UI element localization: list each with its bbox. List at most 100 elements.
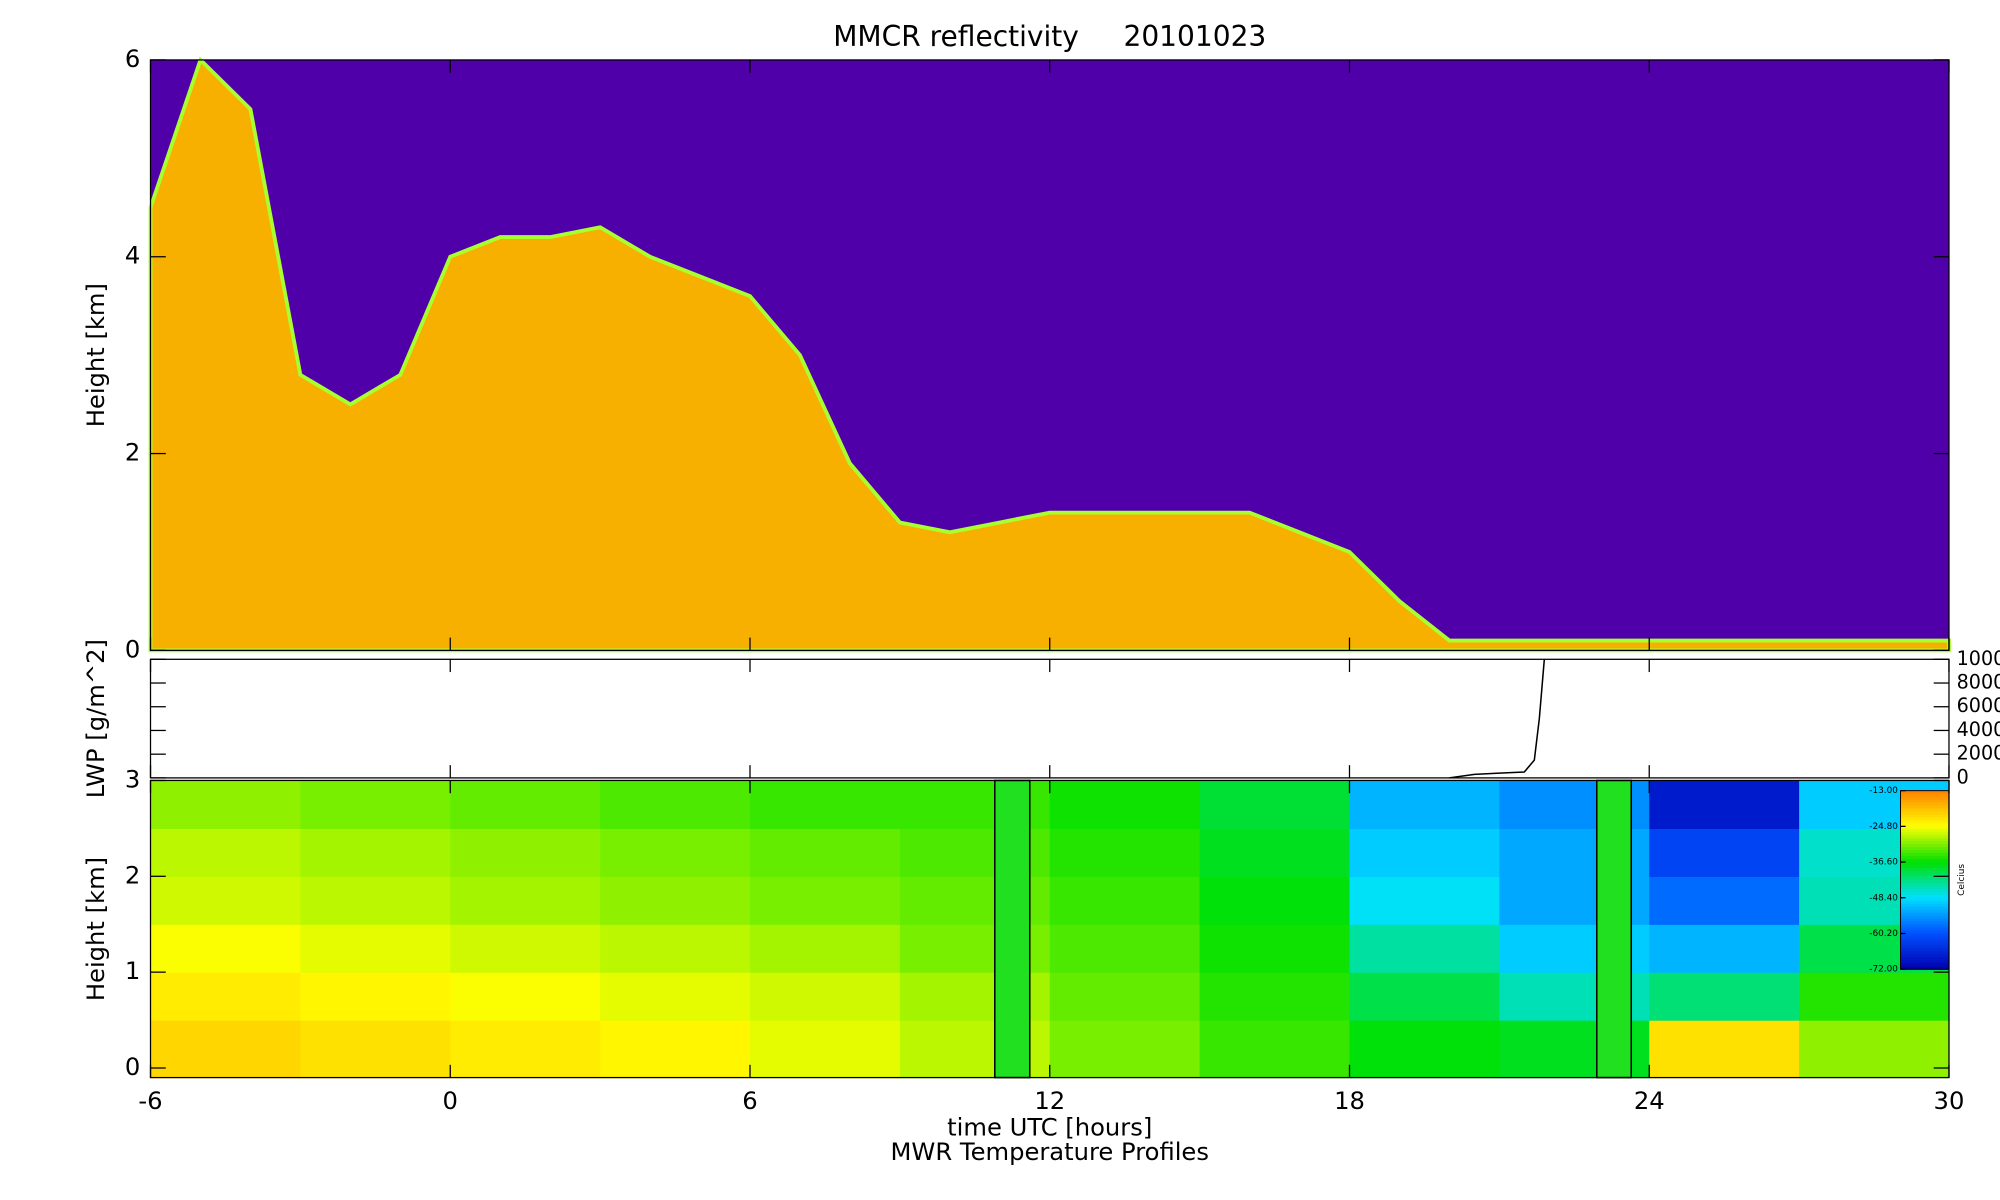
- colorbar-segment: [1900, 829, 1949, 833]
- data-gap: [1596, 779, 1633, 1079]
- heat-cell: [450, 972, 601, 1021]
- colorbar-segment: [1900, 933, 1949, 938]
- colorbar-tick-label: -60.20: [1869, 929, 1898, 939]
- colorbar-segment: [1900, 841, 1949, 845]
- colorbar-tick-label: -36.60: [1869, 858, 1898, 868]
- heat-cell: [150, 780, 302, 830]
- heat-cell: [450, 924, 601, 973]
- heat-cell: [1349, 780, 1500, 830]
- heat-cell: [150, 972, 302, 1021]
- heat-cell: [750, 828, 901, 877]
- heat-cell: [1649, 1020, 1800, 1079]
- colorbar-segment: [1900, 793, 1949, 798]
- colorbar-segment: [1900, 963, 1949, 967]
- x-tick-label: 6: [742, 1087, 757, 1115]
- colorbar-segment: [1900, 951, 1949, 955]
- colorbar-segment: [1900, 811, 1949, 816]
- colorbar-segment: [1900, 799, 1949, 804]
- y2-tick-label: 10000: [1957, 647, 2000, 670]
- colorbar-segment: [1900, 847, 1949, 851]
- heat-cell: [1649, 876, 1800, 925]
- heat-cell: [1649, 972, 1800, 1021]
- y-tick-label: 4: [125, 242, 140, 270]
- heat-cell: [600, 924, 751, 973]
- colorbar-segment: [1900, 823, 1949, 827]
- colorbar-segment: [1900, 891, 1949, 896]
- heat-cell: [750, 1020, 901, 1079]
- colorbar-segment: [1900, 862, 1949, 866]
- heat-cell: [300, 924, 451, 973]
- heat-cell: [1349, 972, 1500, 1021]
- colorbar-segment: [1900, 832, 1949, 836]
- heat-cell: [600, 780, 751, 830]
- cloud-area: [148, 56, 1951, 653]
- colorbar-tick-label: -13.00: [1869, 786, 1898, 796]
- colorbar-segment: [1900, 865, 1949, 869]
- heat-cell: [600, 876, 751, 925]
- colorbar-segment: [1900, 850, 1949, 854]
- y-axis-label: Height [km]: [82, 283, 110, 427]
- colorbar-segment: [1900, 966, 1949, 970]
- colorbar-segment: [1900, 814, 1949, 819]
- heat-cell: [1649, 828, 1800, 877]
- colorbar-segment: [1900, 820, 1949, 825]
- heat-cell: [150, 1020, 302, 1079]
- colorbar-segment: [1900, 808, 1949, 813]
- heat-cell: [1349, 828, 1500, 877]
- colorbar-segment: [1900, 903, 1949, 908]
- colorbar-segment: [1900, 879, 1949, 884]
- colorbar-segment: [1900, 888, 1949, 893]
- colorbar-segment: [1900, 912, 1949, 917]
- heat-cell: [750, 780, 901, 830]
- colorbar-segment: [1900, 894, 1949, 899]
- heat-cell: [1049, 924, 1201, 973]
- y-tick-label: 0: [125, 635, 140, 663]
- colorbar-segment: [1900, 897, 1949, 902]
- heat-cell: [300, 972, 451, 1021]
- heat-cell: [750, 972, 901, 1021]
- colorbar-segment: [1900, 853, 1949, 857]
- x-tick-label: 24: [1634, 1087, 1665, 1115]
- colorbar-segment: [1900, 796, 1949, 801]
- colorbar-segment: [1900, 817, 1949, 822]
- x-tick-label: 12: [1034, 1087, 1065, 1115]
- colorbar-segment: [1900, 856, 1949, 860]
- heat-cell: [1349, 1020, 1500, 1079]
- y-tick-label: 3: [125, 765, 140, 793]
- colorbar-tick-label: -72.00: [1869, 965, 1898, 975]
- heat-cell: [150, 876, 302, 925]
- heat-cell: [1649, 924, 1800, 973]
- heat-cell: [300, 828, 451, 877]
- heat-cell: [1799, 1020, 1950, 1079]
- heat-cell: [1199, 780, 1351, 830]
- chart-title: MMCR reflectivity 20101023: [833, 20, 1266, 53]
- heat-cell: [1049, 1020, 1201, 1079]
- colorbar-segment: [1900, 921, 1949, 926]
- heat-cell: [1049, 876, 1201, 925]
- colorbar-segment: [1900, 927, 1949, 932]
- heat-cell: [300, 780, 451, 830]
- heat-cell: [1049, 972, 1201, 1021]
- y-axis-label: LWP [g/m^2]: [82, 639, 110, 798]
- colorbar-segment: [1900, 844, 1949, 848]
- data-gap: [994, 779, 1031, 1079]
- y-tick-label: 6: [125, 45, 140, 73]
- colorbar-segment: [1900, 954, 1949, 958]
- x-tick-label: -6: [138, 1087, 162, 1115]
- heat-cell: [750, 876, 901, 925]
- colorbar-segment: [1900, 900, 1949, 905]
- colorbar-segment: [1900, 924, 1949, 929]
- heat-cell: [600, 1020, 751, 1079]
- heat-cell: [300, 1020, 451, 1079]
- x-tick-label: 18: [1334, 1087, 1365, 1115]
- heat-cell: [1349, 924, 1500, 973]
- x-axis-label: time UTC [hours]: [947, 1114, 1152, 1142]
- colorbar-segment: [1900, 868, 1949, 872]
- colorbar-segment: [1900, 939, 1949, 944]
- lwp-line: [1449, 659, 1546, 779]
- heat-cell: [300, 876, 451, 925]
- colorbar-segment: [1900, 835, 1949, 839]
- colorbar-segment: [1900, 826, 1949, 830]
